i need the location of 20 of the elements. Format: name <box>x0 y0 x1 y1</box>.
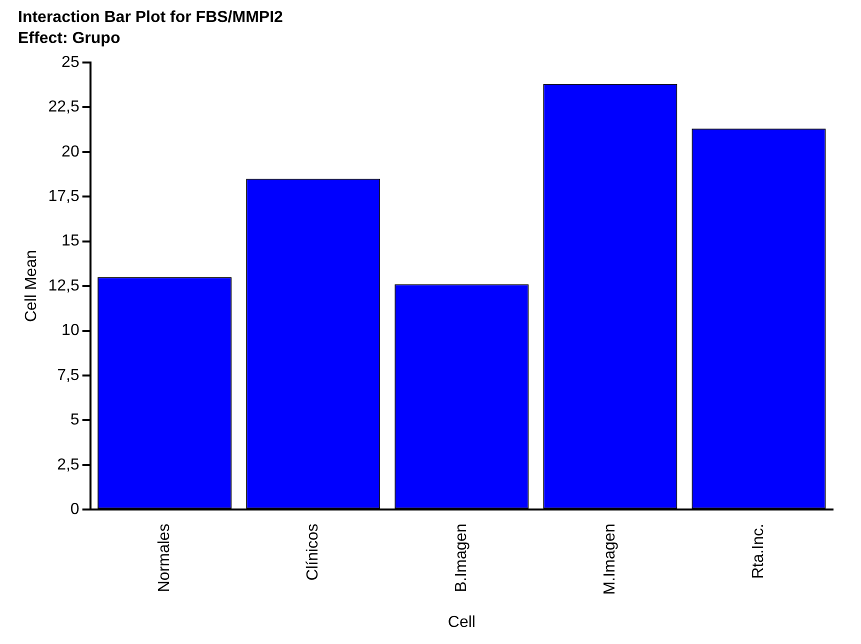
y-tick-label: 12,5 <box>48 277 80 294</box>
y-tick-label: 0 <box>70 501 80 518</box>
x-axis-title: Cell <box>448 614 476 631</box>
y-tick-label: 17,5 <box>48 188 80 205</box>
y-tick-label: 20 <box>62 143 80 160</box>
y-tick-label: 2,5 <box>57 456 80 474</box>
y-tick-label: 5 <box>70 412 80 429</box>
y-tick-label: 22,5 <box>48 98 80 116</box>
x-tick-label: M.Imagen <box>602 524 619 595</box>
x-tick-label: Clínicos <box>304 524 322 581</box>
y-axis-title: Cell Mean <box>23 250 40 322</box>
x-tick-label: B.Imagen <box>453 524 470 592</box>
y-tick-label: 7,5 <box>57 366 80 384</box>
chart-title: Interaction Bar Plot for FBS/MMPI2 <box>18 9 284 26</box>
y-tick-label: 25 <box>62 54 80 71</box>
y-tick-label: 15 <box>62 232 80 250</box>
chart-subtitle: Effect: Grupo <box>18 30 120 48</box>
y-tick-label: 10 <box>62 322 80 340</box>
x-tick-label: Normales <box>156 524 174 592</box>
x-tick-label: Rta.Inc. <box>750 524 768 579</box>
